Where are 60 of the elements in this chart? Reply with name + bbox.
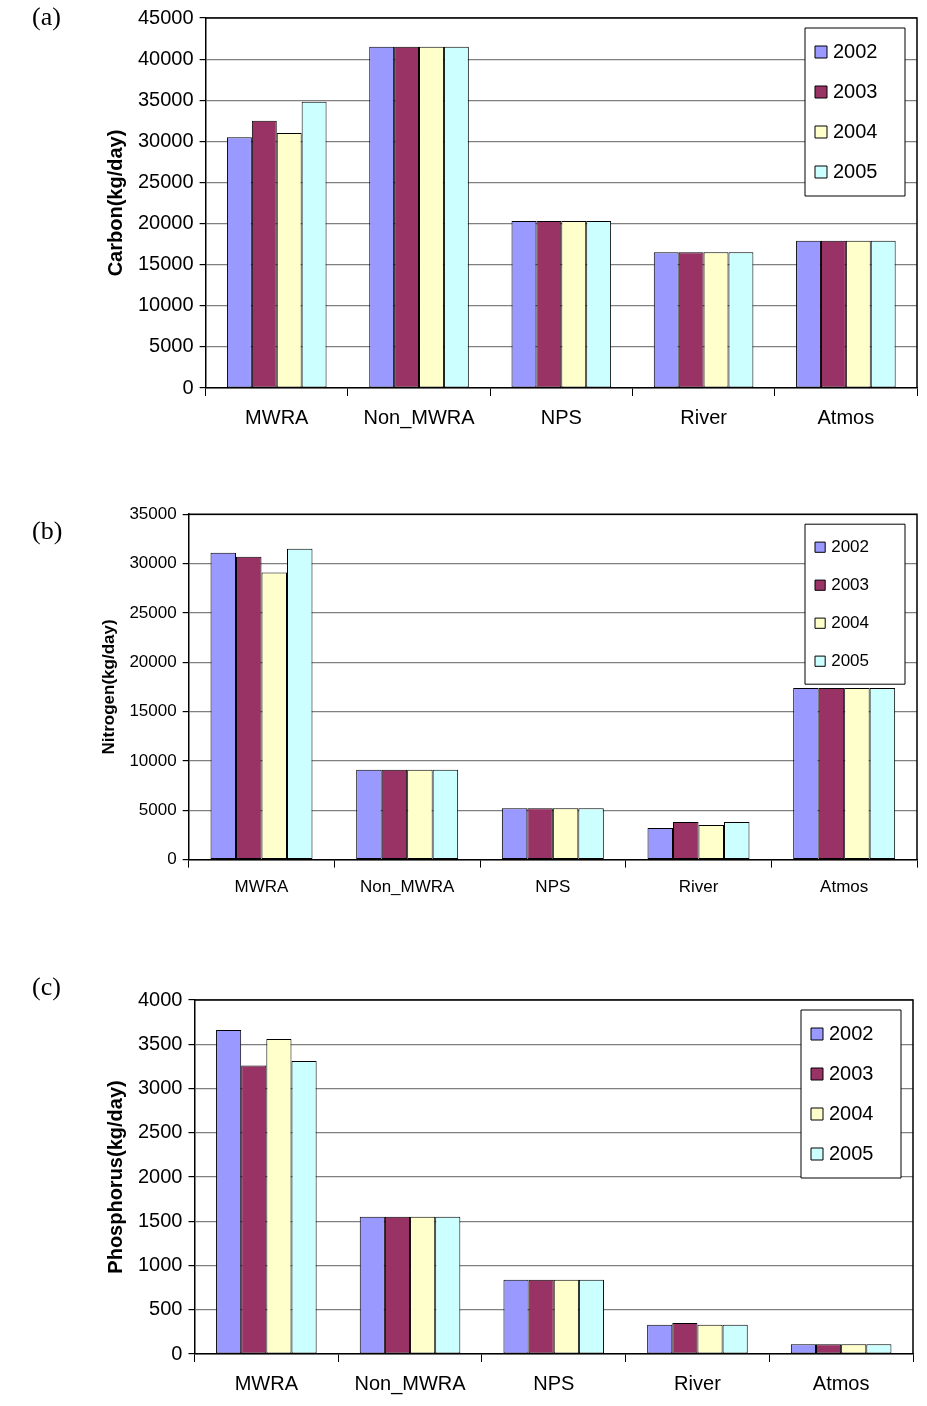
x-tick-label: Non_MWRA <box>359 877 456 897</box>
y-tick-label: 1000 <box>137 1253 183 1276</box>
y-tick-label: 30000 <box>137 128 194 151</box>
y-tick-label: 20000 <box>137 211 194 234</box>
y-tick-label: 35000 <box>129 503 177 523</box>
x-tick-label: Atmos <box>817 405 875 428</box>
text: (b) <box>32 516 63 546</box>
text: (c) <box>32 972 61 1002</box>
y-tick-label: 10000 <box>137 293 194 316</box>
y-axis-title: Phosphorus(kg/day) <box>103 1080 126 1274</box>
y-axis-title: Carbon(kg/day) <box>103 129 126 277</box>
y-tick-label: 2000 <box>137 1164 183 1187</box>
y-tick-label: 10000 <box>129 750 177 770</box>
y-axis-title: Nitrogen(kg/day) <box>98 619 118 755</box>
x-tick-label: MWRA <box>234 877 290 897</box>
legend-label: 2004 <box>829 1101 874 1124</box>
legend-label: 2005 <box>831 650 870 670</box>
y-tick-label: 25000 <box>129 602 177 622</box>
y-tick-label: 0 <box>171 1341 183 1364</box>
legend-label: 2004 <box>831 612 870 632</box>
y-tick-label: 1500 <box>137 1208 183 1231</box>
legend-label: 2002 <box>833 39 878 62</box>
legend-label: 2003 <box>831 574 870 594</box>
legend-label: 2005 <box>829 1141 874 1164</box>
x-tick-label: Atmos <box>812 1371 870 1394</box>
x-tick-label: Non_MWRA <box>354 1371 467 1395</box>
y-tick-label: 3500 <box>137 1031 183 1054</box>
y-tick-label: 2500 <box>137 1120 183 1143</box>
text: (a) <box>32 2 61 32</box>
y-tick-label: 35000 <box>137 87 194 110</box>
x-tick-label: NPS <box>533 1371 575 1394</box>
x-tick-label: MWRA <box>245 405 310 428</box>
y-tick-label: 15000 <box>137 252 194 275</box>
legend-label: 2003 <box>829 1061 874 1084</box>
y-tick-label: 4000 <box>137 987 183 1010</box>
y-tick-label: 3000 <box>137 1076 183 1099</box>
y-tick-label: 500 <box>149 1297 183 1320</box>
y-tick-label: 5000 <box>149 334 194 357</box>
x-tick-label: Non_MWRA <box>363 405 476 429</box>
x-tick-label: Atmos <box>820 877 869 897</box>
x-tick-label: River <box>680 405 728 428</box>
y-tick-label: 20000 <box>129 651 177 671</box>
y-tick-label: 30000 <box>129 553 177 573</box>
y-tick-label: 25000 <box>137 169 194 192</box>
y-tick-label: 0 <box>182 375 194 398</box>
legend-label: 2002 <box>831 536 870 556</box>
y-tick-label: 5000 <box>138 799 177 819</box>
y-tick-label: 0 <box>167 849 177 869</box>
y-tick-label: 15000 <box>129 701 177 721</box>
legend-label: 2005 <box>833 159 878 182</box>
x-tick-label: River <box>678 877 719 897</box>
legend-label: 2002 <box>829 1021 874 1044</box>
y-tick-label: 45000 <box>137 5 194 28</box>
x-tick-label: River <box>674 1371 722 1394</box>
x-tick-label: MWRA <box>234 1371 299 1394</box>
y-tick-label: 40000 <box>137 46 194 69</box>
x-tick-label: NPS <box>535 877 571 897</box>
legend-label: 2003 <box>833 79 878 102</box>
legend-label: 2004 <box>833 119 878 142</box>
x-tick-label: NPS <box>540 405 582 428</box>
